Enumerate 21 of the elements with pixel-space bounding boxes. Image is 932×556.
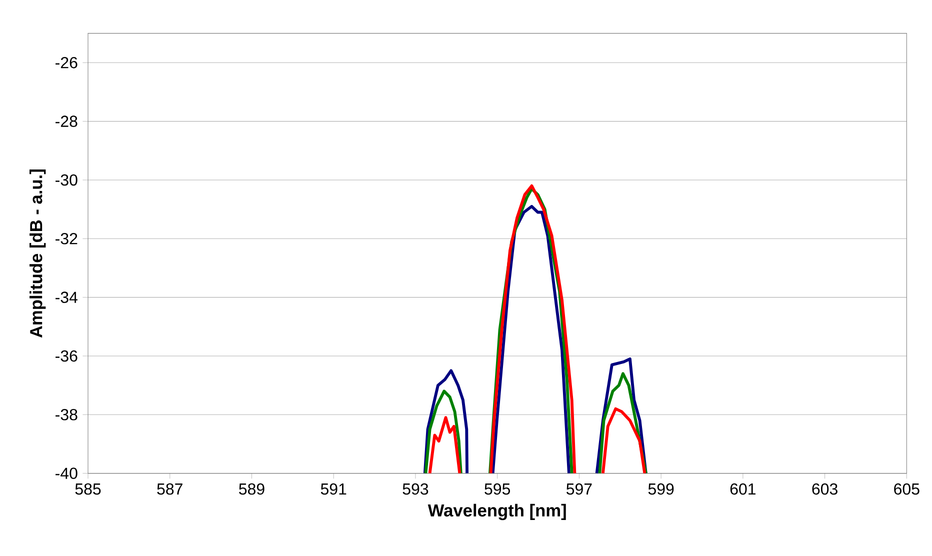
x-tick-label: 597 — [566, 483, 592, 495]
x-tick-label: 585 — [75, 483, 101, 495]
y-tick-label: -40 — [56, 468, 78, 479]
x-tick-label: 591 — [320, 483, 346, 495]
y-tick-label: -30 — [56, 174, 78, 186]
y-axis-title: Amplitude [dB - a.u.] — [30, 170, 46, 338]
x-tick-label: 589 — [239, 483, 264, 495]
y-tick-label: -38 — [56, 408, 78, 420]
x-tick-label: 603 — [812, 483, 838, 495]
x-tick-label: 595 — [484, 483, 510, 495]
y-tick-label: -32 — [56, 232, 78, 244]
y-tick-label: -28 — [56, 116, 78, 127]
x-tick-label: 599 — [648, 483, 674, 495]
x-axis-title: Wavelength [nm] — [428, 504, 566, 520]
y-tick-label: -26 — [56, 57, 78, 68]
x-tick-label: 593 — [402, 483, 428, 495]
y-tick-label: -34 — [56, 292, 78, 303]
x-tick-label: 587 — [157, 483, 182, 495]
x-tick-label: 601 — [730, 483, 756, 495]
x-tick-label: 605 — [894, 483, 920, 495]
y-tick-label: -36 — [56, 350, 78, 362]
